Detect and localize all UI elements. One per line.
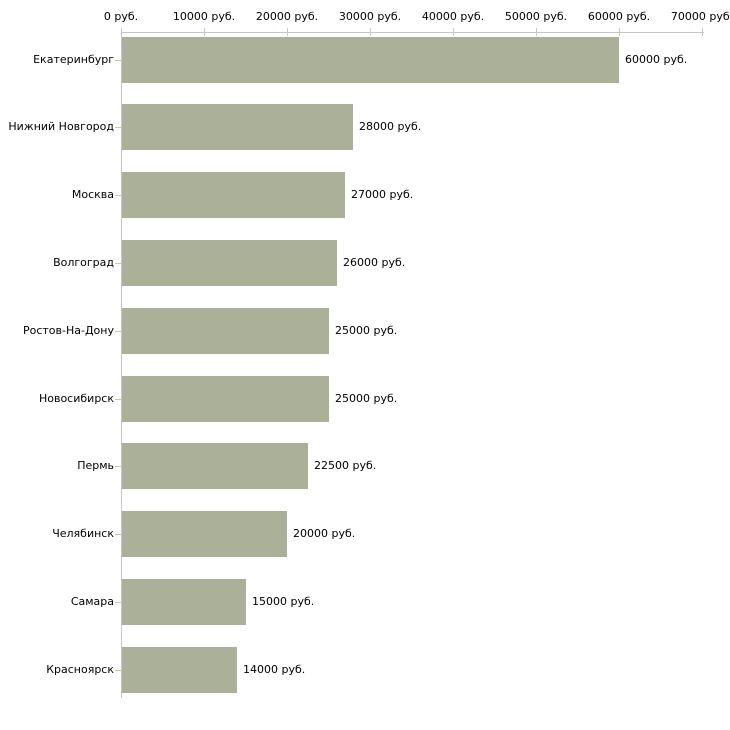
- x-axis-tick-label: 60000 руб.: [587, 10, 651, 23]
- bar: [122, 240, 337, 286]
- x-axis-tick-label: 40000 руб.: [421, 10, 485, 23]
- y-axis-tick: [115, 466, 121, 467]
- y-axis-tick: [115, 263, 121, 264]
- y-axis-tick: [115, 399, 121, 400]
- category-label: Пермь: [77, 459, 114, 472]
- category-label: Ростов-На-Дону: [22, 324, 114, 337]
- bar: [122, 647, 237, 693]
- y-axis-tick: [115, 331, 121, 332]
- y-axis-tick: [115, 534, 121, 535]
- y-axis-tick: [115, 670, 121, 671]
- bar: [122, 511, 287, 557]
- x-axis-tick-label: 30000 руб.: [338, 10, 402, 23]
- y-axis-line: [121, 32, 122, 698]
- category-label: Челябинск: [52, 527, 114, 540]
- category-label: Красноярск: [46, 663, 114, 676]
- bar: [122, 308, 329, 354]
- y-axis-tick: [115, 127, 121, 128]
- category-label: Москва: [71, 188, 114, 201]
- y-axis-tick: [115, 602, 121, 603]
- bar-value-label: 25000 руб.: [335, 392, 398, 405]
- bar: [122, 376, 329, 422]
- category-label: Екатеринбург: [33, 53, 114, 66]
- bar: [122, 579, 246, 625]
- x-axis-tick-label: 20000 руб.: [255, 10, 319, 23]
- x-axis-tick-label: 0 руб.: [103, 10, 139, 23]
- y-axis-tick: [115, 195, 121, 196]
- x-axis-line: [121, 32, 704, 33]
- bar-value-label: 60000 руб.: [625, 53, 688, 66]
- bar: [122, 172, 345, 218]
- category-label: Самара: [70, 595, 114, 608]
- bar-value-label: 26000 руб.: [343, 256, 406, 269]
- bar-value-label: 28000 руб.: [359, 120, 422, 133]
- bar-value-label: 20000 руб.: [293, 527, 356, 540]
- bar-value-label: 22500 руб.: [314, 459, 377, 472]
- bar-value-label: 14000 руб.: [243, 663, 306, 676]
- bar-value-label: 25000 руб.: [335, 324, 398, 337]
- bar-value-label: 15000 руб.: [252, 595, 315, 608]
- x-axis-tick-label: 70000 руб.: [670, 10, 730, 23]
- x-axis-tick-label: 50000 руб.: [504, 10, 568, 23]
- bar: [122, 37, 619, 83]
- category-label: Нижний Новгород: [8, 120, 114, 133]
- category-label: Новосибирск: [38, 392, 114, 405]
- bar-value-label: 27000 руб.: [351, 188, 414, 201]
- x-axis-tick-label: 10000 руб.: [172, 10, 236, 23]
- y-axis-tick: [115, 60, 121, 61]
- category-label: Волгоград: [53, 256, 114, 269]
- bar: [122, 104, 353, 150]
- bar: [122, 443, 308, 489]
